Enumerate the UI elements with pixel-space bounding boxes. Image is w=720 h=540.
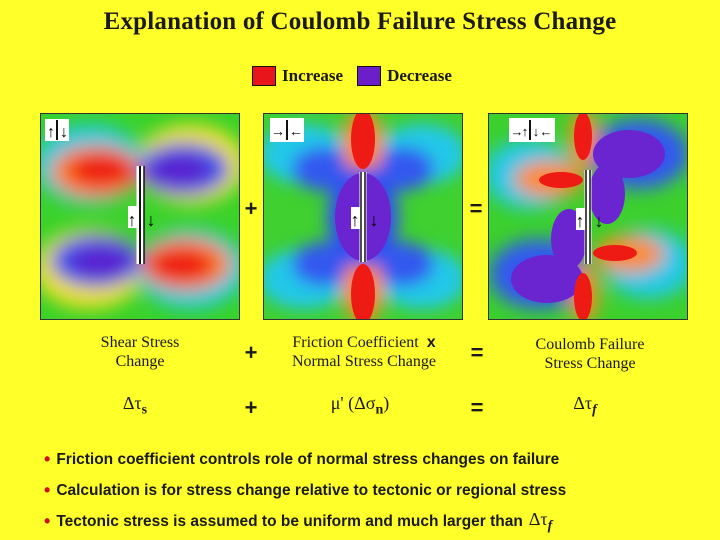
list-item: • Friction coefficient controls role of … — [44, 444, 704, 475]
compression-arrows-icon: → ← — [270, 118, 304, 142]
svg-text:↓: ↓ — [595, 211, 604, 231]
svg-text:←: ← — [289, 123, 303, 139]
equals-operator-captions: = — [470, 340, 484, 365]
fault-slip-icon: ↑ ↓ — [351, 207, 379, 230]
coulomb-formula-sub: f — [592, 402, 597, 418]
coulomb-caption-line2: Stress Change — [544, 355, 636, 372]
shear-caption-line2: Change — [115, 353, 165, 370]
bullet-dot-icon: • — [44, 511, 51, 531]
coulomb-caption: Coulomb Failure Stress Change — [515, 335, 665, 373]
friction-formula: μ' (Δσn) — [300, 393, 420, 419]
decrease-label: Decrease — [387, 66, 452, 85]
bullet-tail-sub: f — [547, 518, 553, 534]
bullet-dot-icon: • — [44, 449, 51, 469]
svg-text:→: → — [511, 124, 524, 139]
svg-text:↓: ↓ — [533, 124, 540, 139]
svg-text:←: ← — [540, 124, 553, 139]
svg-text:↑: ↑ — [522, 124, 529, 139]
times-operator: x — [426, 334, 436, 351]
list-item: • Calculation is for stress change relat… — [44, 475, 704, 506]
friction-caption-line2: Normal Stress Change — [292, 353, 436, 370]
coulomb-formula-main: Δτ — [573, 393, 593, 413]
shear-caption: Shear Stress Change — [70, 333, 210, 371]
friction-caption-line1: Friction Coefficient x — [274, 333, 454, 352]
equals-operator-formulas: = — [470, 395, 484, 420]
shear-stress-panel: ↑ ↓ ↑ ↓ — [40, 113, 240, 320]
shear-and-compression-icon: → ↑ ↓ ← — [509, 118, 555, 142]
svg-text:→: → — [271, 123, 285, 139]
slide-title: Explanation of Coulomb Failure Stress Ch… — [103, 8, 617, 35]
decrease-swatch — [357, 66, 382, 86]
svg-text:↓: ↓ — [147, 210, 156, 230]
shear-formula-sub: s — [141, 402, 148, 418]
svg-text:↑: ↑ — [351, 210, 360, 230]
plus-operator-formulas: + — [244, 395, 258, 420]
svg-text:↓: ↓ — [370, 210, 379, 230]
friction-formula-close: ) — [383, 393, 390, 413]
shear-sense-icon: ↑ ↓ — [45, 119, 69, 141]
increase-label: Increase — [282, 66, 344, 85]
plus-operator-panels: + — [244, 196, 258, 221]
bullet-text: Tectonic stress is assumed to be uniform… — [56, 512, 523, 530]
friction-caption: Friction Coefficient x Normal Stress Cha… — [274, 333, 454, 371]
shear-caption-line1: Shear Stress — [100, 334, 180, 351]
coulomb-caption-line1: Coulomb Failure — [535, 336, 645, 353]
bullet-list: • Friction coefficient controls role of … — [44, 444, 704, 537]
shear-formula: Δτs — [90, 393, 180, 419]
increase-swatch — [252, 66, 276, 86]
normal-stress-panel: ↑ ↓ → ← — [263, 113, 463, 320]
bullet-tail-main: Δτ — [528, 508, 548, 529]
friction-caption-text1: Friction Coefficient — [292, 334, 419, 351]
fault-slip-icon: ↑ ↓ — [128, 206, 156, 230]
list-item: • Tectonic stress is assumed to be unifo… — [44, 506, 704, 537]
friction-formula-main: μ' (Δσ — [330, 393, 376, 413]
equals-operator-panels: = — [469, 196, 483, 221]
svg-text:↑: ↑ — [47, 124, 55, 141]
plus-operator-captions: + — [244, 340, 258, 365]
fault-slip-icon: ↑ ↓ — [576, 208, 604, 231]
shear-formula-main: Δτ — [122, 393, 142, 413]
bullet-text: Friction coefficient controls role of no… — [56, 450, 560, 468]
bullet-tail-formula: Δτf — [529, 509, 552, 535]
svg-text:↓: ↓ — [60, 124, 68, 141]
coulomb-stress-panel: ↑ ↓ → ↑ ↓ ← — [488, 113, 688, 320]
coulomb-formula: Δτf — [550, 393, 620, 419]
bullet-text: Calculation is for stress change relativ… — [56, 481, 567, 499]
svg-text:↑: ↑ — [128, 210, 137, 230]
legend: Increase Decrease — [252, 64, 452, 88]
friction-formula-sub: n — [375, 402, 384, 418]
svg-text:↑: ↑ — [576, 211, 585, 231]
bullet-dot-icon: • — [44, 480, 51, 500]
